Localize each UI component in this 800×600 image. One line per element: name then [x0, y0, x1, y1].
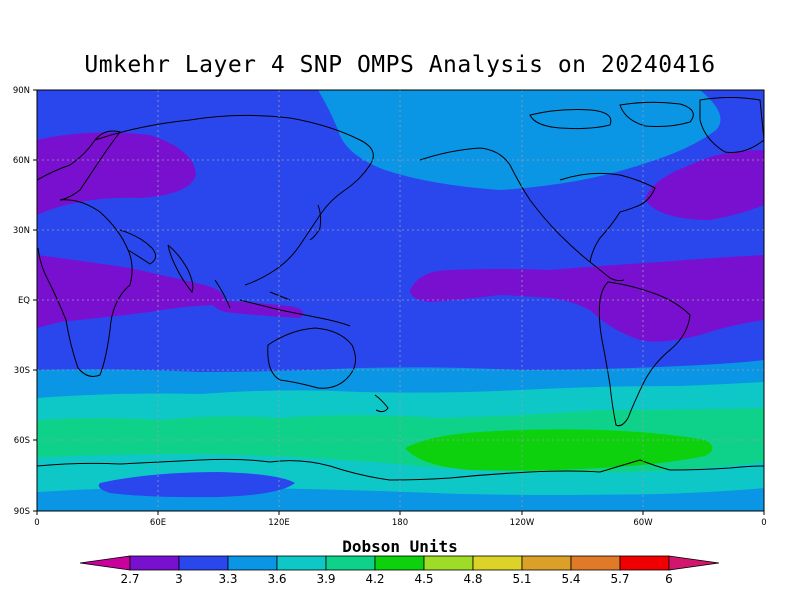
- colorbar-tick-label: 2.7: [120, 572, 139, 586]
- colorbar-title: Dobson Units: [342, 537, 458, 556]
- contour-2.7-3-north-west: [37, 132, 196, 215]
- lat-label: EQ: [18, 296, 30, 306]
- contour-2.7-3-eq-pacific: [210, 300, 304, 318]
- contour-2.7-3-eq-east: [410, 255, 764, 342]
- map-title: Umkehr Layer 4 SNP OMPS Analysis on 2024…: [84, 52, 716, 78]
- axis-ticks: [33, 89, 765, 515]
- colorbar-tick-label: 3: [175, 572, 183, 586]
- colorbar-swatch: [325, 555, 376, 571]
- colorbar-tick-label: 3.9: [316, 572, 335, 586]
- lat-label: 60S: [14, 436, 30, 446]
- colorbar-tick-label: 4.8: [463, 572, 482, 586]
- contour-2.7-3-north-east: [645, 150, 764, 220]
- colorbar: 2.7 3 3.3 3.6 3.9 4.2 4.5 4.8 5.1 5.4 5.7 6: [79, 555, 720, 586]
- lat-labels: 90N 60N 30N EQ 30S 60S 90S: [13, 86, 30, 517]
- lon-label: 0: [761, 518, 766, 528]
- contour-field: [37, 90, 764, 511]
- lon-labels: 0 60E 120E 180 120W 60W 0: [34, 518, 766, 528]
- lon-label: 120E: [268, 518, 290, 528]
- colorbar-swatch: [472, 555, 523, 571]
- colorbar-swatch: [276, 555, 327, 571]
- colorbar-tick-label: 4.2: [365, 572, 384, 586]
- colorbar-swatch: [423, 555, 474, 571]
- lat-label: 30N: [13, 226, 30, 236]
- graticule: [37, 90, 764, 511]
- lon-label: 180: [392, 518, 408, 528]
- lat-label: 30S: [14, 366, 30, 376]
- colorbar-swatch: [178, 555, 229, 571]
- lon-label: 0: [34, 518, 39, 528]
- coastlines: [37, 97, 764, 481]
- colorbar-arrow-high: [668, 555, 720, 571]
- colorbar-swatch: [619, 555, 670, 571]
- lat-label: 90N: [13, 86, 30, 96]
- colorbar-tick-label: 5.1: [512, 572, 531, 586]
- colorbar-tick-label: 5.4: [561, 572, 580, 586]
- colorbar-swatch: [129, 555, 180, 571]
- colorbar-tick-label: 5.7: [610, 572, 629, 586]
- colorbar-tick-label: 4.5: [414, 572, 433, 586]
- colorbar-swatch: [570, 555, 621, 571]
- contour-4.2-4.5-south: [405, 429, 713, 471]
- colorbar-arrow-low: [79, 555, 131, 571]
- lon-label: 60W: [633, 518, 653, 528]
- colorbar-swatch: [227, 555, 278, 571]
- lat-label: 60N: [13, 156, 30, 166]
- contour-3-3.3-polar: [98, 472, 295, 498]
- lon-label: 60E: [150, 518, 166, 528]
- colorbar-tick-label: 3.6: [267, 572, 286, 586]
- colorbar-swatch: [374, 555, 425, 571]
- colorbar-tick-label: 6: [665, 572, 673, 586]
- contour-3.3-3.6: [318, 90, 721, 190]
- lat-label: 90S: [14, 507, 30, 517]
- colorbar-swatch: [521, 555, 572, 571]
- colorbar-tick-label: 3.3: [218, 572, 237, 586]
- contour-2.7-3-eq-west: [37, 255, 224, 328]
- lon-label: 120W: [510, 518, 535, 528]
